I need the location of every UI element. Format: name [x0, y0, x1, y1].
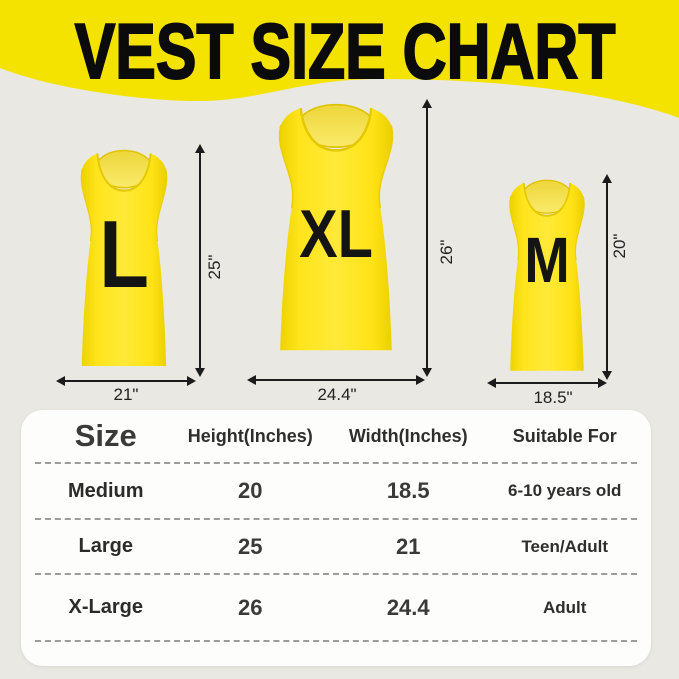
size-table-card: Size Height(Inches) Width(Inches) Suitab… [21, 410, 651, 666]
vest-graphic-medium: M [493, 179, 601, 376]
cell-height: 25 [237, 533, 263, 559]
height-dim-large: 25" [205, 254, 224, 280]
height-arrow-medium [602, 174, 612, 380]
table-row-xlarge: X-Large 26 24.4 Adult [35, 575, 637, 642]
cell-suitable: 6-10 years old [508, 481, 622, 500]
col-header-size: Size [74, 418, 137, 453]
cell-suitable: Teen/Adult [521, 536, 609, 556]
vest-graphic-large: L [62, 149, 186, 372]
page-title: VEST SIZE CHART [74, 7, 616, 95]
height-arrow-large [195, 144, 205, 377]
vest-graphic-xlarge: XL [254, 103, 418, 357]
width-arrow-large [56, 376, 196, 386]
col-header-height: Height(Inches) [187, 425, 313, 446]
height-dim-xlarge: 26" [437, 239, 456, 265]
table-row-medium: Medium 20 18.5 6-10 years old [35, 464, 637, 520]
vest-shape-medium [509, 179, 585, 371]
table-row-large: Large 25 21 Teen/Adult [35, 520, 637, 575]
vest-shape-xlarge [278, 103, 394, 351]
cell-width: 21 [395, 533, 421, 559]
cell-width: 18.5 [386, 478, 430, 503]
col-header-suitable: Suitable For [512, 425, 617, 446]
width-arrow-xlarge [247, 375, 425, 385]
cell-size: X-Large [68, 596, 143, 618]
banner-wave [0, 0, 679, 118]
width-arrow-medium [487, 378, 607, 388]
vest-size-letter-xlarge: XL [299, 195, 373, 272]
height-arrow-xlarge [422, 99, 432, 377]
table-header-row: Size Height(Inches) Width(Inches) Suitab… [35, 410, 637, 464]
width-dim-large: 21" [113, 385, 139, 404]
cell-suitable: Adult [543, 597, 587, 617]
vest-size-letter-large: L [99, 200, 149, 308]
width-dim-xlarge: 24.4" [317, 385, 357, 404]
col-header-width: Width(Inches) [348, 425, 468, 446]
vest-size-letter-medium: M [524, 224, 570, 297]
vest-shape-large [80, 149, 168, 367]
height-dim-medium: 20" [610, 233, 629, 259]
cell-width: 24.4 [386, 594, 430, 620]
cell-height: 20 [237, 478, 263, 503]
cell-height: 26 [237, 594, 263, 620]
cell-size: Medium [67, 479, 144, 502]
width-dim-medium: 18.5" [533, 388, 573, 407]
cell-size: Large [78, 535, 133, 557]
